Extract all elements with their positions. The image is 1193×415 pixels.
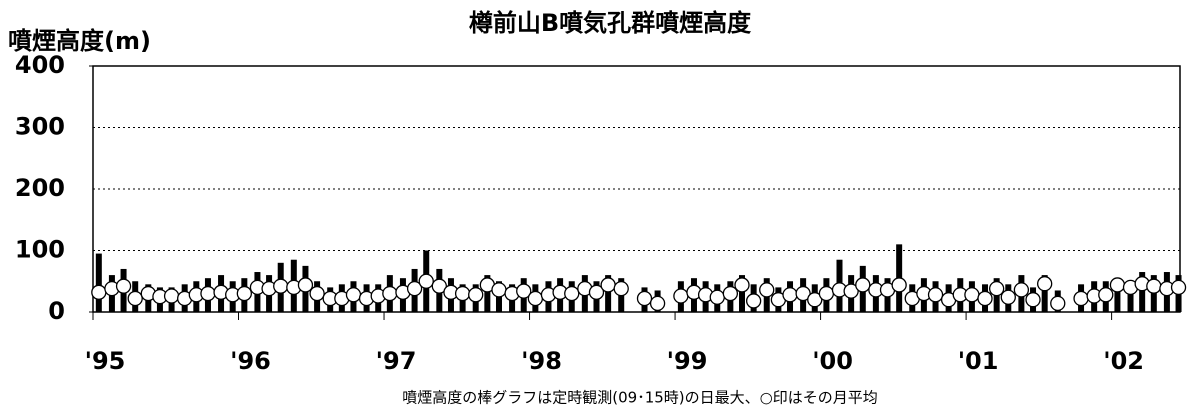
monthly-average xyxy=(782,287,798,303)
monthly-average xyxy=(600,277,616,293)
bar xyxy=(1114,278,1121,312)
x-tick-label: '99 xyxy=(667,347,708,375)
monthly-average xyxy=(795,285,811,302)
monthly-average xyxy=(1170,279,1187,296)
monthly-average xyxy=(564,285,580,302)
bar xyxy=(738,275,745,312)
monthly-average xyxy=(91,284,107,300)
monthly-average xyxy=(855,277,871,293)
note: 噴煙高度の棒グラフは定時観測(09･15時)の日最大、○印はその月平均 xyxy=(402,389,877,407)
bar xyxy=(1127,281,1134,312)
monthly-average xyxy=(127,290,143,307)
monthly-average xyxy=(989,280,1005,297)
x-tick-label: '00 xyxy=(812,347,853,375)
monthly-average xyxy=(759,282,775,298)
monthly-average xyxy=(745,293,762,309)
monthly-average xyxy=(309,285,325,302)
bar xyxy=(484,275,491,312)
monthly-average xyxy=(613,280,629,297)
monthly-average xyxy=(891,277,907,293)
monthly-average xyxy=(236,285,252,302)
monthly-average xyxy=(964,287,980,303)
monthly-average xyxy=(297,277,314,293)
monthly-average xyxy=(431,278,447,294)
x-tick-label: '96 xyxy=(230,347,271,375)
y-tick-label: 100 xyxy=(15,236,65,264)
monthly-average xyxy=(1146,278,1162,294)
y-tick-label: 300 xyxy=(15,113,65,141)
monthly-average xyxy=(418,273,434,289)
monthly-average xyxy=(1109,277,1126,293)
monthly-average xyxy=(1000,289,1016,305)
monthly-average xyxy=(468,287,484,303)
monthly-average xyxy=(345,287,362,303)
y-tick-label: 200 xyxy=(15,174,65,202)
monthly-average xyxy=(516,283,532,299)
monthly-average xyxy=(977,290,993,307)
monthly-average xyxy=(382,285,398,302)
monthly-average xyxy=(1050,295,1066,312)
monthly-average xyxy=(709,289,725,305)
x-tick-label: '98 xyxy=(521,347,562,375)
bar xyxy=(605,275,612,312)
y-tick-label: 400 xyxy=(15,51,65,79)
bar xyxy=(1041,275,1048,312)
chart-title: 樽前山B噴気孔群噴煙高度 xyxy=(469,9,752,37)
monthly-average xyxy=(1025,292,1041,308)
monthly-average xyxy=(734,277,750,293)
x-tick-label: '97 xyxy=(376,347,417,375)
bar xyxy=(1139,272,1146,312)
monthly-average xyxy=(818,285,835,302)
monthly-average xyxy=(454,285,471,302)
monthly-average xyxy=(1098,287,1114,303)
y-axis-label: 噴煙高度(m) xyxy=(8,27,151,55)
monthly-average xyxy=(527,290,544,307)
bar xyxy=(95,253,102,312)
monthly-average xyxy=(843,283,859,299)
monthly-average xyxy=(491,282,507,298)
monthly-average xyxy=(1013,282,1030,298)
x-tick-label: '02 xyxy=(1103,347,1144,375)
monthly-average xyxy=(649,295,666,312)
x-tick-label: '01 xyxy=(958,347,999,375)
monthly-average xyxy=(1037,276,1053,292)
monthly-average xyxy=(163,288,180,304)
monthly-average xyxy=(636,290,653,307)
monthly-average xyxy=(673,288,689,304)
x-tick-label: '95 xyxy=(85,347,126,375)
y-tick-label: 0 xyxy=(48,297,65,325)
monthly-average xyxy=(1073,290,1089,307)
monthly-average xyxy=(200,285,216,302)
monthly-average xyxy=(406,280,423,297)
monthly-average xyxy=(807,292,823,308)
monthly-average xyxy=(722,285,739,302)
monthly-average xyxy=(273,278,289,294)
monthly-average xyxy=(588,284,605,300)
monthly-average xyxy=(115,278,132,294)
monthly-average xyxy=(927,287,944,303)
